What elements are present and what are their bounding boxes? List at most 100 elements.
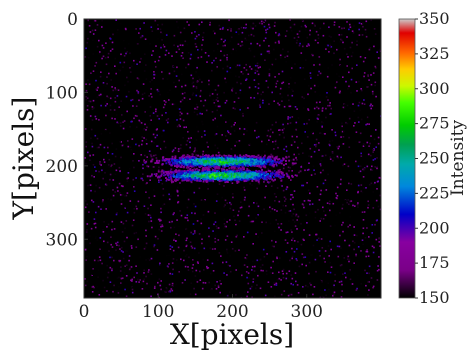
noise-pixel — [273, 230, 276, 233]
noise-pixel — [376, 167, 378, 170]
noise-pixel — [160, 31, 162, 34]
band-pixel — [292, 158, 295, 161]
noise-pixel — [253, 55, 256, 58]
noise-pixel — [268, 52, 271, 54]
noise-pixel — [267, 37, 269, 40]
noise-pixel — [169, 289, 171, 292]
noise-pixel — [130, 205, 132, 207]
noise-pixel — [331, 64, 333, 66]
noise-pixel — [219, 28, 222, 30]
band-pixel — [223, 154, 226, 157]
noise-pixel — [372, 151, 374, 153]
noise-pixel — [156, 134, 158, 137]
noise-pixel — [123, 240, 126, 243]
noise-pixel — [294, 63, 296, 65]
band-pixel — [225, 159, 228, 161]
noise-pixel — [196, 261, 199, 263]
noise-pixel — [281, 129, 284, 131]
noise-pixel — [155, 108, 157, 111]
noise-pixel — [333, 24, 336, 26]
noise-pixel — [86, 105, 89, 107]
noise-pixel — [348, 85, 350, 88]
band-pixel — [173, 163, 176, 166]
noise-pixel — [353, 234, 356, 236]
noise-pixel — [360, 88, 362, 90]
noise-pixel — [230, 148, 233, 150]
noise-pixel — [277, 102, 279, 105]
noise-pixel — [356, 287, 358, 290]
noise-pixel — [171, 103, 174, 106]
noise-pixel — [312, 54, 314, 57]
band-pixel — [255, 160, 258, 162]
noise-pixel — [140, 288, 142, 291]
band-pixel — [207, 164, 210, 166]
band-pixel — [277, 158, 279, 161]
noise-pixel — [228, 257, 230, 260]
band-pixel — [275, 161, 277, 164]
noise-pixel — [371, 232, 373, 234]
noise-pixel — [255, 201, 258, 204]
noise-pixel — [336, 32, 339, 34]
noise-pixel — [145, 78, 148, 80]
noise-pixel — [100, 71, 102, 73]
noise-pixel — [190, 231, 192, 234]
noise-pixel — [179, 31, 182, 34]
noise-pixel — [191, 32, 193, 34]
noise-pixel — [169, 248, 172, 250]
band-pixel — [255, 161, 258, 164]
noise-pixel — [255, 121, 258, 124]
noise-pixel — [195, 45, 198, 48]
noise-pixel — [142, 167, 144, 170]
noise-pixel — [282, 81, 285, 84]
noise-pixel — [250, 33, 253, 36]
noise-pixel — [121, 144, 124, 147]
noise-pixel — [122, 127, 125, 130]
noise-pixel — [243, 291, 246, 294]
noise-pixel — [276, 256, 278, 259]
noise-pixel — [249, 50, 252, 52]
noise-pixel — [234, 122, 236, 124]
noise-pixel — [192, 85, 195, 88]
noise-pixel — [317, 85, 319, 87]
noise-pixel — [283, 105, 286, 108]
noise-pixel — [233, 215, 235, 218]
noise-pixel — [295, 121, 298, 124]
band-pixel — [217, 155, 220, 158]
noise-pixel — [202, 123, 204, 126]
noise-pixel — [186, 237, 188, 240]
band-pixel — [238, 161, 241, 164]
noise-pixel — [305, 166, 307, 168]
noise-pixel — [173, 44, 175, 47]
noise-pixel — [99, 163, 101, 165]
noise-pixel — [101, 262, 103, 265]
band-pixel — [186, 154, 189, 156]
noise-pixel — [102, 199, 104, 201]
noise-pixel — [146, 182, 148, 184]
band-pixel — [221, 156, 224, 159]
noise-pixel — [182, 57, 184, 59]
noise-pixel — [84, 284, 87, 287]
noise-pixel — [308, 44, 310, 47]
noise-pixel — [279, 93, 282, 95]
noise-pixel — [373, 246, 375, 249]
noise-pixel — [158, 166, 160, 169]
noise-pixel — [193, 247, 196, 250]
noise-pixel — [102, 231, 105, 233]
noise-pixel — [371, 224, 374, 226]
noise-pixel — [86, 280, 89, 283]
noise-pixel — [134, 127, 137, 130]
noise-pixel — [272, 131, 274, 134]
band-pixel — [286, 174, 289, 176]
noise-pixel — [165, 101, 167, 103]
noise-pixel — [217, 286, 220, 288]
noise-pixel — [336, 155, 339, 158]
noise-pixel — [376, 269, 379, 272]
band-pixel — [274, 160, 276, 163]
noise-pixel — [304, 256, 307, 258]
noise-pixel — [104, 139, 106, 141]
noise-pixel — [262, 269, 264, 272]
noise-pixel — [186, 44, 189, 46]
noise-pixel — [146, 282, 148, 285]
noise-pixel — [202, 104, 205, 107]
noise-pixel — [227, 264, 230, 267]
